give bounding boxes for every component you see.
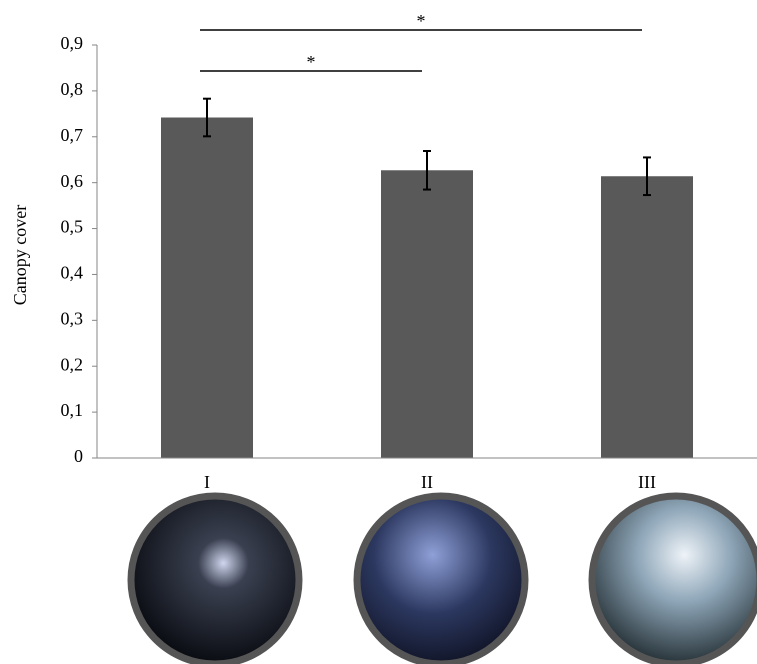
y-axis-label: Canopy cover [10,205,30,305]
canopy-photos [131,496,757,664]
y-tick-label: 0,4 [61,263,84,283]
y-tick-label: 0,5 [61,217,84,237]
photo [357,496,525,664]
bar [601,176,693,458]
y-tick-label: 0,8 [61,79,84,99]
significance-label: * [417,11,426,31]
bar [161,118,253,458]
y-tick-label: 0,3 [61,308,84,328]
y-tick-label: 0,7 [61,125,84,145]
bar [381,170,473,458]
y-tick-label: 0,2 [61,354,84,374]
y-tick-label: 0,9 [61,33,84,53]
x-tick-label: II [421,472,433,492]
significance-label: * [307,52,316,72]
y-tick-label: 0,1 [61,400,84,420]
y-tick-label: 0,6 [61,171,84,191]
x-tick-label: I [204,472,210,492]
photo [592,496,757,664]
photo [131,496,299,664]
chart: Canopy cover 0 0,1 0,2 0,3 0,4 0,5 0,6 0,7 0,8 0,… [0,0,757,664]
y-tick-label: 0 [74,446,83,466]
x-tick-label: III [638,472,656,492]
